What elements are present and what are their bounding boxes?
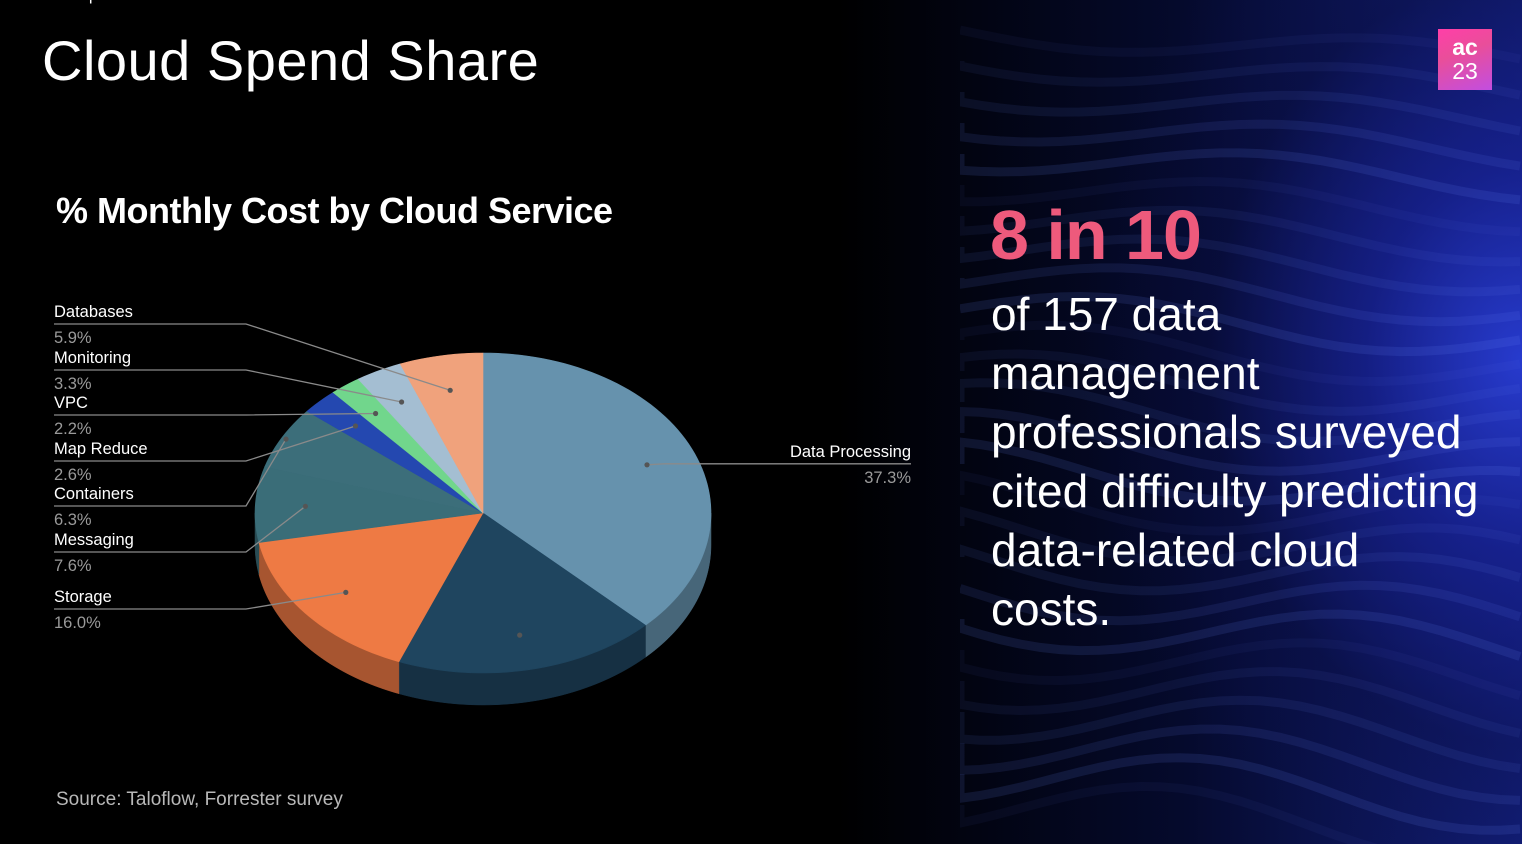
leader-line-containers bbox=[54, 438, 287, 507]
slice-value-containers: 6.3% bbox=[54, 511, 92, 529]
wave-line bbox=[960, 667, 1522, 738]
slice-value-storage: 16.0% bbox=[54, 614, 101, 632]
slice-label-monitoring: Monitoring bbox=[54, 349, 131, 367]
leader-line-storage bbox=[54, 591, 346, 610]
ac23-logo: ac 23 bbox=[1438, 29, 1492, 90]
pie-slice-data-processing bbox=[482, 352, 712, 626]
wave-line bbox=[960, 470, 1521, 536]
wave-line bbox=[960, 320, 1521, 387]
wave-line bbox=[960, 378, 1521, 446]
pie-slice-databases bbox=[399, 352, 484, 515]
wave-line bbox=[960, 263, 1521, 327]
leader-line-map-reduce bbox=[54, 425, 356, 462]
pie-labels: Data Processing 37.3% Compute18.6% Storage 1… bbox=[54, 0, 911, 638]
wave-line bbox=[960, 695, 1521, 773]
background-waves bbox=[960, 25, 1522, 844]
pie-slice-vpc bbox=[332, 378, 484, 514]
leader-dot-map-reduce bbox=[352, 423, 359, 429]
wave-line bbox=[960, 349, 1521, 416]
pie-slice-storage bbox=[258, 512, 484, 663]
leader-dot-compute bbox=[517, 632, 523, 638]
leader-line-data-processing bbox=[646, 463, 911, 466]
stat-headline: 8 in 10 bbox=[990, 196, 1202, 274]
slice-label-vpc: VPC bbox=[54, 394, 88, 412]
logo-top-text: ac bbox=[1452, 34, 1478, 60]
wave-line bbox=[960, 205, 1521, 267]
slice-label-containers: Containers bbox=[54, 485, 134, 503]
leader-dot-containers bbox=[283, 436, 289, 442]
wave-line bbox=[960, 119, 1521, 171]
wave-line bbox=[960, 291, 1521, 357]
leader-dot-messaging bbox=[302, 503, 308, 509]
leader-dot-vpc bbox=[373, 410, 379, 417]
wave-line bbox=[960, 580, 1522, 626]
slice-value-data-processing: 37.3% bbox=[864, 469, 911, 487]
pie-top bbox=[254, 352, 712, 674]
stat-description: of 157 data management professionals sur… bbox=[991, 288, 1479, 635]
wave-line bbox=[960, 781, 1379, 844]
wave-line bbox=[960, 724, 1521, 805]
slide-title: Cloud Spend Share bbox=[42, 29, 540, 92]
pie-slice-messaging bbox=[254, 466, 484, 543]
wave-line bbox=[960, 148, 1521, 205]
slice-value-messaging: 7.6% bbox=[54, 557, 92, 575]
slice-label-messaging: Messaging bbox=[54, 531, 134, 549]
wave-line bbox=[960, 753, 1521, 835]
pie-slice-containers bbox=[264, 410, 484, 514]
leader-line-monitoring bbox=[54, 369, 402, 403]
wave-line bbox=[960, 234, 1521, 297]
wave-line bbox=[960, 437, 1521, 506]
slice-label-databases: Databases bbox=[54, 303, 133, 321]
pie-slice-monitoring bbox=[357, 363, 484, 514]
slice-value-databases: 5.9% bbox=[54, 329, 92, 347]
wave-line bbox=[960, 25, 1521, 64]
leader-line-databases bbox=[54, 323, 451, 391]
chart-title: % Monthly Cost by Cloud Service bbox=[56, 190, 613, 231]
wave-line bbox=[960, 638, 1522, 701]
leader-dot-data-processing bbox=[644, 462, 650, 468]
slice-label-map-reduce: Map Reduce bbox=[54, 440, 148, 458]
leader-dot-monitoring bbox=[399, 399, 405, 405]
wave-line bbox=[960, 506, 1521, 566]
wave-line bbox=[960, 90, 1521, 136]
leader-dot-storage bbox=[343, 589, 349, 596]
slice-value-map-reduce: 2.6% bbox=[54, 466, 92, 484]
wave-line bbox=[960, 544, 1522, 596]
slice-value-vpc: 2.2% bbox=[54, 420, 92, 438]
logo-bottom-text: 23 bbox=[1452, 58, 1478, 84]
wave-line bbox=[960, 61, 1521, 100]
slice-label-compute: Compute bbox=[54, 0, 121, 4]
slice-value-monitoring: 3.3% bbox=[54, 375, 92, 393]
wave-line bbox=[960, 609, 1522, 661]
wave-line bbox=[960, 176, 1521, 237]
leader-line-messaging bbox=[54, 505, 306, 553]
slice-value-compute: 18.6% bbox=[54, 0, 101, 4]
wave-line bbox=[960, 406, 1521, 476]
leader-dot-databases bbox=[447, 387, 453, 393]
leader-line-vpc bbox=[54, 412, 376, 416]
slice-label-storage: Storage bbox=[54, 588, 112, 606]
pie-slice-map-reduce bbox=[306, 392, 484, 514]
slice-label-data-processing: Data Processing bbox=[790, 443, 911, 461]
source-note: Source: Taloflow, Forrester survey bbox=[56, 789, 343, 810]
